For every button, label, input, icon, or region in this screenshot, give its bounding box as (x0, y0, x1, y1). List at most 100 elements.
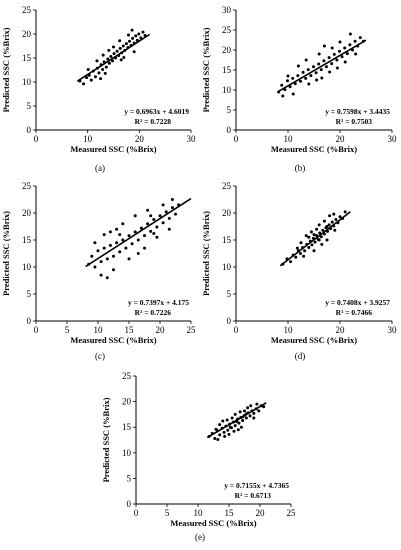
data-point (82, 82, 86, 86)
regression-equation: y = 0.6963x + 4.6019 (124, 107, 189, 116)
y-tick-label: 15 (22, 235, 32, 245)
y-tick-label: 25 (22, 181, 32, 191)
x-tick-label: 15 (225, 508, 235, 518)
data-point (315, 78, 319, 82)
regression-line (206, 402, 267, 439)
regression-equation: y = 0.7408x + 3.9257 (325, 298, 390, 307)
data-point (236, 428, 240, 432)
data-point (108, 243, 112, 247)
y-tick-label: 15 (22, 53, 32, 63)
data-point (146, 208, 150, 212)
data-point (330, 62, 334, 66)
data-point (237, 421, 241, 425)
data-point (304, 58, 308, 62)
data-point (97, 71, 101, 75)
data-point (130, 242, 134, 246)
data-point (311, 65, 315, 69)
y-tick-label: 0 (227, 125, 232, 135)
data-point (101, 68, 105, 72)
data-point (255, 402, 259, 406)
data-point (112, 45, 115, 49)
x-tick-label: 20 (336, 134, 346, 144)
data-point (328, 70, 332, 74)
data-point (337, 49, 341, 53)
scatter-plot-b: 0 5 10 15 20 25 30 0 10 20 30 Measured SSC (%Brix) P… (201, 5, 398, 154)
y-tick-label: 0 (127, 499, 132, 509)
regression-equation: y = 0.7155x + 4.7365 (224, 481, 289, 490)
regression-line (277, 39, 367, 93)
caption-b: (b) (294, 163, 306, 173)
data-point (228, 425, 232, 429)
caption-a: (a) (95, 163, 105, 173)
data-point (322, 59, 326, 63)
data-point (322, 219, 326, 223)
chart-panel-d: 0 5 10 15 20 25 0 10 20 30 Measured SSC (%Brix) Pre… (200, 178, 401, 348)
y-tick-label: 25 (122, 371, 132, 381)
y-tick-label: 25 (222, 181, 232, 191)
data-point (136, 238, 140, 242)
data-point (286, 74, 290, 78)
r-squared-label: R² = 0.6713 (235, 491, 272, 500)
data-point (131, 36, 135, 40)
data-point (307, 246, 311, 250)
data-point (93, 265, 97, 269)
chart-panel-c: 0 5 10 15 20 25 0 5 10 15 20 25 Measured SSC (%Brix)… (0, 178, 200, 348)
data-point (134, 34, 138, 38)
data-point (246, 406, 250, 410)
x-tick-label: 15 (125, 325, 135, 335)
data-point (252, 416, 256, 420)
data-point (218, 433, 222, 437)
y-tick-label: 25 (22, 5, 32, 15)
data-point (133, 214, 137, 218)
data-point (296, 74, 300, 78)
y-tick-label: 10 (222, 85, 232, 95)
data-point (343, 210, 347, 214)
data-point (85, 76, 89, 80)
scatter-plot-c: 0 5 10 15 20 25 0 5 10 15 20 25 Measured SSC (%Brix)… (1, 181, 196, 345)
data-point (313, 240, 317, 244)
data-point (230, 416, 234, 420)
data-point (302, 254, 306, 258)
data-point (130, 28, 134, 32)
data-point (213, 436, 217, 440)
data-point (102, 246, 106, 250)
r-squared-label: R² = 0.7503 (336, 117, 373, 126)
data-point (90, 254, 94, 258)
data-point (335, 66, 339, 70)
x-tick-label: 5 (65, 325, 70, 335)
data-point (317, 62, 321, 66)
data-point (321, 228, 325, 232)
data-point (318, 231, 322, 235)
r-squared-label: R² = 0.7228 (135, 117, 172, 126)
data-point (155, 225, 159, 229)
data-point (322, 44, 326, 48)
data-point (137, 32, 141, 36)
data-point (99, 77, 103, 81)
chart-panel-b: 0 5 10 15 20 25 30 0 10 20 30 Measured SSC (%Brix) P… (200, 0, 401, 160)
data-point (304, 76, 308, 80)
data-point (109, 55, 113, 59)
data-point (221, 419, 225, 423)
data-point (115, 241, 119, 245)
data-point (126, 33, 130, 37)
y-tick-label: 20 (222, 208, 232, 218)
data-point (335, 58, 339, 62)
data-point (307, 235, 311, 239)
regression-line (279, 211, 351, 267)
x-tick-label: 0 (234, 325, 239, 335)
data-point (122, 56, 126, 60)
x-tick-label: 20 (135, 134, 145, 144)
x-tick-label: 30 (388, 134, 398, 144)
data-point (106, 57, 110, 61)
y-tick-label: 20 (22, 29, 32, 39)
y-tick-label: 25 (222, 25, 232, 35)
caption-d: (d) (294, 351, 306, 361)
data-point (330, 220, 334, 224)
data-point (233, 424, 237, 428)
data-point (93, 241, 97, 245)
data-point (280, 83, 284, 87)
data-point (223, 434, 227, 438)
data-point (93, 75, 97, 79)
scatter-plot-a: 0 5 10 15 20 25 0 10 20 30 Measured SSC (%Brix) Pre… (1, 5, 196, 154)
data-point (233, 412, 237, 416)
